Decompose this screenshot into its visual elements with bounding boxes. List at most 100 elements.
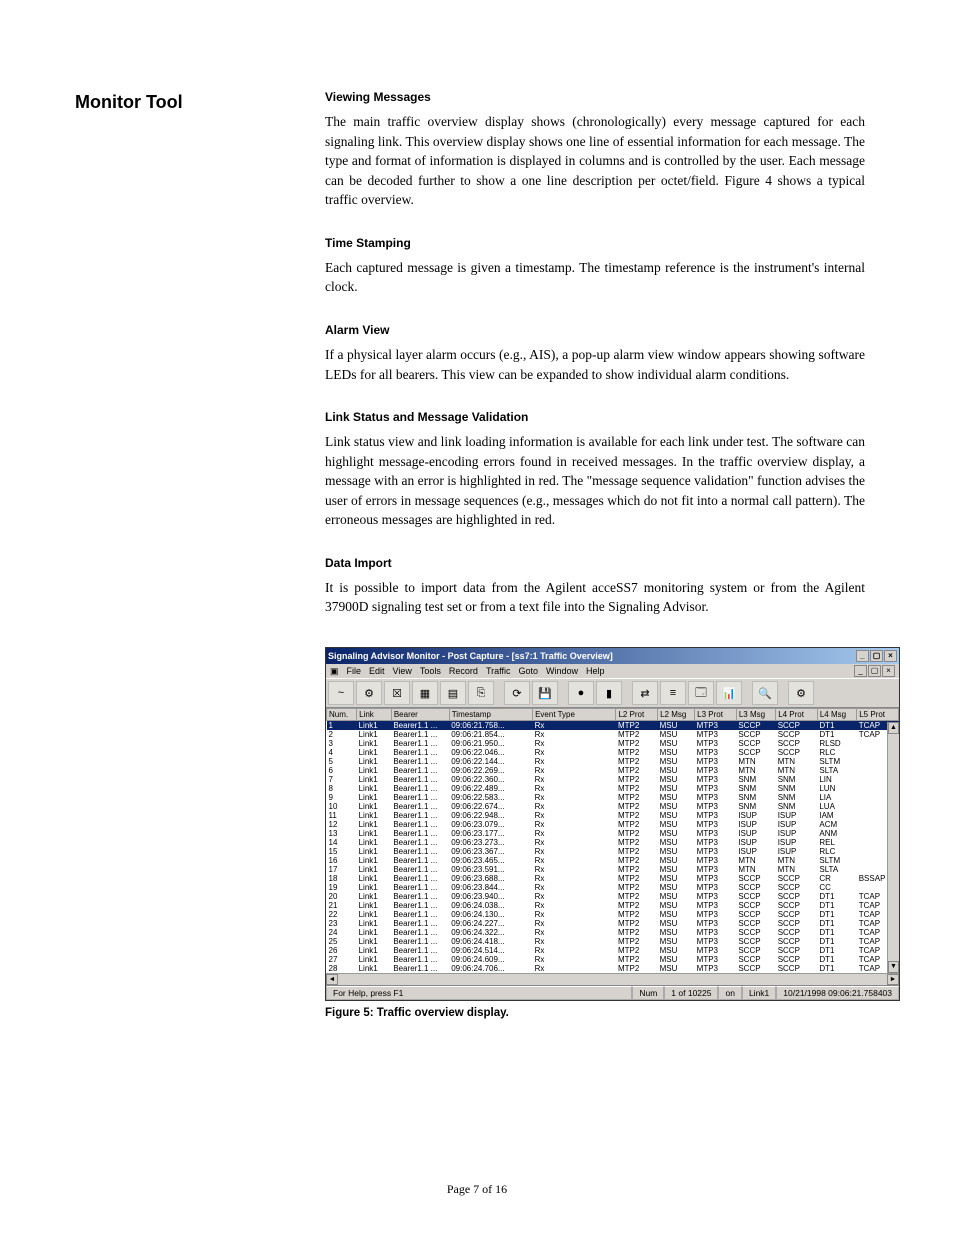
- toolbar-button[interactable]: ⎘: [468, 681, 494, 705]
- table-cell: 09:06:23.688...: [449, 874, 532, 883]
- toolbar-button[interactable]: ≡: [660, 681, 686, 705]
- table-row[interactable]: 19Link1Bearer1.1 ...09:06:23.844...RxMTP…: [327, 883, 899, 892]
- toolbar-button[interactable]: ⚙: [788, 681, 814, 705]
- toolbar-button[interactable]: ☒: [384, 681, 410, 705]
- column-header[interactable]: L3 Msg: [736, 709, 775, 721]
- toolbar-button[interactable]: ⟳: [504, 681, 530, 705]
- table-row[interactable]: 14Link1Bearer1.1 ...09:06:23.273...RxMTP…: [327, 838, 899, 847]
- table-row[interactable]: 3Link1Bearer1.1 ...09:06:21.950...RxMTP2…: [327, 739, 899, 748]
- toolbar-button[interactable]: ⚙: [356, 681, 382, 705]
- table-cell: 14: [327, 838, 357, 847]
- table-row[interactable]: 6Link1Bearer1.1 ...09:06:22.269...RxMTP2…: [327, 766, 899, 775]
- column-header[interactable]: Link: [357, 709, 392, 721]
- column-header[interactable]: L3 Prot: [695, 709, 737, 721]
- scroll-right-icon[interactable]: ►: [887, 974, 899, 985]
- table-row[interactable]: 26Link1Bearer1.1 ...09:06:24.514...RxMTP…: [327, 946, 899, 955]
- toolbar-button[interactable]: 🔍: [752, 681, 778, 705]
- menu-goto[interactable]: Goto: [518, 666, 538, 676]
- table-cell: SCCP: [776, 874, 818, 883]
- toolbar-button[interactable]: ⇄: [632, 681, 658, 705]
- table-cell: 09:06:23.940...: [449, 892, 532, 901]
- menu-tools[interactable]: Tools: [420, 666, 441, 676]
- table-cell: MSU: [658, 964, 695, 973]
- table-cell: Bearer1.1 ...: [391, 910, 449, 919]
- toolbar-button[interactable]: ▤: [440, 681, 466, 705]
- mdi-restore-icon[interactable]: ▢: [868, 665, 881, 677]
- table-cell: LIA: [817, 793, 856, 802]
- toolbar-button[interactable]: ●: [568, 681, 594, 705]
- table-cell: 23: [327, 919, 357, 928]
- column-header[interactable]: Timestamp: [449, 709, 532, 721]
- table-cell: 22: [327, 910, 357, 919]
- toolbar-button[interactable]: ▦: [412, 681, 438, 705]
- table-row[interactable]: 15Link1Bearer1.1 ...09:06:23.367...RxMTP…: [327, 847, 899, 856]
- vertical-scrollbar[interactable]: ▲ ▼: [887, 722, 899, 973]
- table-row[interactable]: 16Link1Bearer1.1 ...09:06:23.465...RxMTP…: [327, 856, 899, 865]
- minimize-icon[interactable]: _: [856, 650, 869, 662]
- menu-file[interactable]: File: [347, 666, 362, 676]
- table-row[interactable]: 11Link1Bearer1.1 ...09:06:22.948...RxMTP…: [327, 811, 899, 820]
- toolbar: ~⚙☒▦▤⎘⟳💾●▮⇄≡🗔📊🔍⚙: [326, 678, 899, 708]
- column-header[interactable]: Bearer: [391, 709, 449, 721]
- table-row[interactable]: 28Link1Bearer1.1 ...09:06:24.706...RxMTP…: [327, 964, 899, 973]
- table-cell: Rx: [533, 964, 616, 973]
- table-row[interactable]: 22Link1Bearer1.1 ...09:06:24.130...RxMTP…: [327, 910, 899, 919]
- close-icon[interactable]: ×: [884, 650, 897, 662]
- column-header[interactable]: Event Type: [533, 709, 616, 721]
- content-column: Viewing MessagesThe main traffic overvie…: [325, 90, 865, 617]
- column-header[interactable]: L2 Msg: [658, 709, 695, 721]
- table-row[interactable]: 4Link1Bearer1.1 ...09:06:22.046...RxMTP2…: [327, 748, 899, 757]
- table-cell: SCCP: [736, 739, 775, 748]
- menu-view[interactable]: View: [393, 666, 412, 676]
- table-row[interactable]: 25Link1Bearer1.1 ...09:06:24.418...RxMTP…: [327, 937, 899, 946]
- table-row[interactable]: 9Link1Bearer1.1 ...09:06:22.583...RxMTP2…: [327, 793, 899, 802]
- column-header[interactable]: L2 Prot: [616, 709, 658, 721]
- table-row[interactable]: 27Link1Bearer1.1 ...09:06:24.609...RxMTP…: [327, 955, 899, 964]
- menu-traffic[interactable]: Traffic: [486, 666, 511, 676]
- table-row[interactable]: 21Link1Bearer1.1 ...09:06:24.038...RxMTP…: [327, 901, 899, 910]
- mdi-minimize-icon[interactable]: _: [854, 665, 867, 677]
- column-header[interactable]: Num.: [327, 709, 357, 721]
- table-cell: MSU: [658, 721, 695, 731]
- table-cell: Link1: [357, 838, 392, 847]
- table-row[interactable]: 18Link1Bearer1.1 ...09:06:23.688...RxMTP…: [327, 874, 899, 883]
- table-row[interactable]: 5Link1Bearer1.1 ...09:06:22.144...RxMTP2…: [327, 757, 899, 766]
- mdi-icon[interactable]: ▣: [330, 666, 339, 677]
- menu-help[interactable]: Help: [586, 666, 605, 676]
- toolbar-button[interactable]: 🗔: [688, 681, 714, 705]
- titlebar[interactable]: Signaling Advisor Monitor - Post Capture…: [326, 648, 899, 664]
- table-row[interactable]: 23Link1Bearer1.1 ...09:06:24.227...RxMTP…: [327, 919, 899, 928]
- table-row[interactable]: 13Link1Bearer1.1 ...09:06:23.177...RxMTP…: [327, 829, 899, 838]
- table-row[interactable]: 20Link1Bearer1.1 ...09:06:23.940...RxMTP…: [327, 892, 899, 901]
- traffic-grid[interactable]: Num.LinkBearerTimestampEvent TypeL2 Prot…: [326, 708, 899, 973]
- table-cell: Rx: [533, 955, 616, 964]
- menu-window[interactable]: Window: [546, 666, 578, 676]
- scroll-left-icon[interactable]: ◄: [326, 974, 338, 985]
- toolbar-button[interactable]: 💾: [532, 681, 558, 705]
- toolbar-button[interactable]: ~: [328, 681, 354, 705]
- column-header[interactable]: L4 Prot: [776, 709, 818, 721]
- menu-record[interactable]: Record: [449, 666, 478, 676]
- menu-edit[interactable]: Edit: [369, 666, 385, 676]
- column-header[interactable]: L5 Prot: [857, 709, 899, 721]
- toolbar-button[interactable]: 📊: [716, 681, 742, 705]
- maximize-icon[interactable]: ▢: [870, 650, 883, 662]
- table-row[interactable]: 2Link1Bearer1.1 ...09:06:21.854...RxMTP2…: [327, 730, 899, 739]
- table-cell: SCCP: [736, 955, 775, 964]
- table-row[interactable]: 17Link1Bearer1.1 ...09:06:23.591...RxMTP…: [327, 865, 899, 874]
- table-row[interactable]: 7Link1Bearer1.1 ...09:06:22.360...RxMTP2…: [327, 775, 899, 784]
- toolbar-button[interactable]: ▮: [596, 681, 622, 705]
- table-cell: ISUP: [736, 829, 775, 838]
- table-row[interactable]: 24Link1Bearer1.1 ...09:06:24.322...RxMTP…: [327, 928, 899, 937]
- mdi-close-icon[interactable]: ×: [882, 665, 895, 677]
- table-row[interactable]: 10Link1Bearer1.1 ...09:06:22.674...RxMTP…: [327, 802, 899, 811]
- scroll-down-icon[interactable]: ▼: [888, 961, 899, 973]
- table-cell: SCCP: [736, 730, 775, 739]
- table-row[interactable]: 12Link1Bearer1.1 ...09:06:23.079...RxMTP…: [327, 820, 899, 829]
- table-row[interactable]: 8Link1Bearer1.1 ...09:06:22.489...RxMTP2…: [327, 784, 899, 793]
- column-header[interactable]: L4 Msg: [817, 709, 856, 721]
- table-cell: MTP3: [695, 865, 737, 874]
- scroll-up-icon[interactable]: ▲: [888, 722, 899, 734]
- table-row[interactable]: 1Link1Bearer1.1 ...09:06:21.758...RxMTP2…: [327, 721, 899, 731]
- horizontal-scrollbar[interactable]: ◄ ►: [326, 973, 899, 985]
